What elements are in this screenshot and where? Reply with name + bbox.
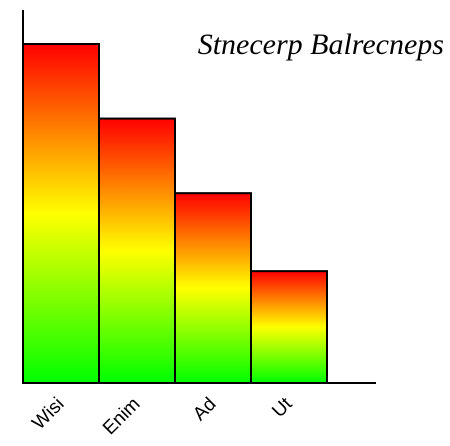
bar-ad bbox=[174, 192, 252, 384]
x-tick-labels: Wisi Enim Ad Ut bbox=[28, 393, 297, 439]
x-tick-label-ad: Ad bbox=[189, 394, 220, 425]
bars-group bbox=[22, 43, 328, 385]
chart-title: Stnecerp Balrecneps bbox=[198, 28, 444, 61]
x-tick-label-wisi: Wisi bbox=[28, 394, 68, 434]
bar-enim bbox=[98, 117, 176, 385]
bar-ut bbox=[250, 270, 328, 385]
bar-wisi bbox=[22, 43, 100, 384]
x-tick-label-enim: Enim bbox=[99, 394, 144, 439]
x-tick-label-ut: Ut bbox=[268, 393, 297, 422]
